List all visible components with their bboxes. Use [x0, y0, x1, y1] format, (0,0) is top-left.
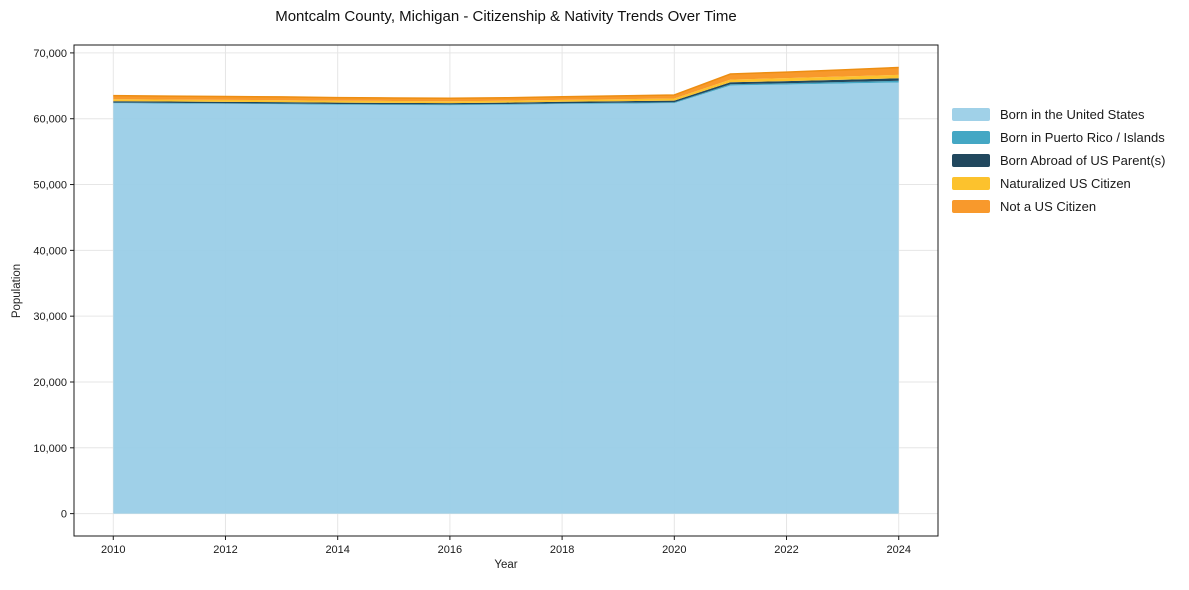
- y-tick-label: 30,000: [33, 311, 67, 323]
- legend-swatch-icon: [952, 177, 990, 190]
- legend-swatch-icon: [952, 200, 990, 213]
- area-layer-3: [113, 74, 899, 104]
- y-axis-label: Population: [11, 263, 23, 319]
- legend-swatch-icon: [952, 131, 990, 144]
- legend-item-1: Born in Puerto Rico / Islands: [952, 126, 1165, 149]
- x-tick-label: 2022: [774, 544, 798, 556]
- y-tick-label: 50,000: [33, 180, 67, 192]
- x-tick-label: 2010: [101, 544, 125, 556]
- area-layer-0: [113, 82, 899, 514]
- legend-swatch-icon: [952, 108, 990, 121]
- legend-item-2: Born Abroad of US Parent(s): [952, 149, 1165, 172]
- area-layer-2: [113, 78, 899, 105]
- x-tick-label: 2018: [550, 544, 574, 556]
- x-tick-label: 2020: [662, 544, 686, 556]
- x-tick-label: 2014: [325, 544, 349, 556]
- x-tick-label: 2024: [886, 544, 910, 556]
- legend-label: Not a US Citizen: [1000, 199, 1097, 214]
- stack-top-edge: [113, 66, 899, 99]
- y-tick-label: 10,000: [33, 443, 67, 455]
- x-tick-label: 2016: [438, 544, 462, 556]
- y-tick-label: 40,000: [33, 245, 67, 257]
- legend-label: Born in Puerto Rico / Islands: [1000, 130, 1165, 145]
- chart-legend: Born in the United States Born in Puerto …: [952, 103, 1165, 218]
- legend-label: Born Abroad of US Parent(s): [1000, 153, 1166, 168]
- legend-label: Born in the United States: [1000, 107, 1145, 122]
- y-tick-label: 70,000: [33, 48, 67, 60]
- legend-item-0: Born in the United States: [952, 103, 1165, 126]
- chart-title: Montcalm County, Michigan - Citizenship …: [275, 8, 737, 25]
- x-tick-label: 2012: [213, 544, 237, 556]
- y-tick-label: 60,000: [33, 114, 67, 126]
- legend-item-4: Not a US Citizen: [952, 195, 1165, 218]
- area-layer-1: [113, 80, 899, 106]
- y-tick-label: 20,000: [33, 377, 67, 389]
- legend-label: Naturalized US Citizen: [1000, 176, 1131, 191]
- legend-item-3: Naturalized US Citizen: [952, 172, 1165, 195]
- legend-swatch-icon: [952, 154, 990, 167]
- plot-border: [73, 44, 939, 537]
- x-axis-label: Year: [494, 559, 518, 571]
- y-tick-label: 0: [61, 509, 67, 521]
